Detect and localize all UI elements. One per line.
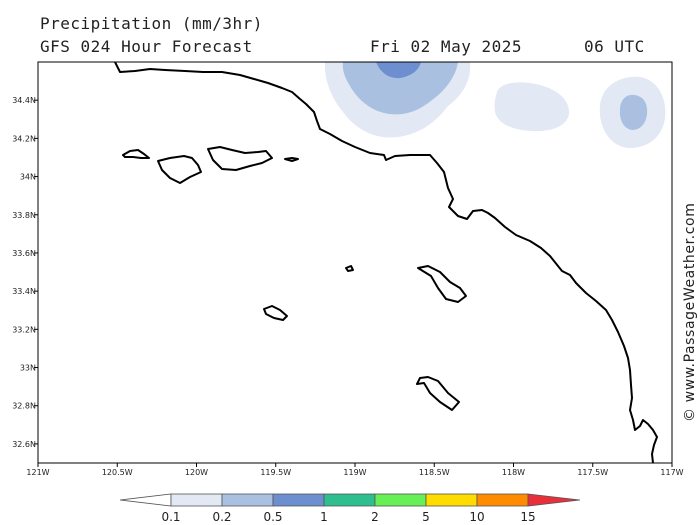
colorbar-label: 5 <box>422 510 430 524</box>
colorbar-label: 15 <box>520 510 535 524</box>
lon-tick-label: 120W <box>185 468 208 477</box>
colorbar-cell <box>425 493 478 507</box>
lon-tick-label: 119W <box>343 468 366 477</box>
lon-tick-label: 119.5W <box>260 468 291 477</box>
lon-tick-label: 117.5W <box>577 468 608 477</box>
lon-tick-label: 121W <box>26 468 49 477</box>
colorbar-label: 1 <box>320 510 328 524</box>
colorbar-label: 10 <box>469 510 484 524</box>
coastline-layer <box>114 62 658 463</box>
lat-tick-label: 34N <box>20 173 36 182</box>
model-label: GFS 024 Hour Forecast <box>40 37 253 56</box>
precip-area-medium-north <box>342 62 458 115</box>
lat-tick-label: 33.2N <box>12 325 36 334</box>
island-santa-cruz <box>207 146 273 171</box>
latitude-axis: 34.4N 34.2N 34N 33.8N 33.6N 33.4N 33.2N 33N 32.8… <box>12 96 38 449</box>
forecast-time: 06 UTC <box>584 37 645 56</box>
lat-tick-label: 33N <box>20 364 36 373</box>
lat-tick-label: 32.6N <box>12 440 36 449</box>
island-santa-catalina <box>417 265 467 303</box>
chart-title: Precipitation (mm/3hr) <box>40 14 263 33</box>
lat-tick-label: 33.4N <box>12 287 36 296</box>
lon-tick-label: 120.5W <box>102 468 133 477</box>
colorbar-cell <box>170 493 223 507</box>
precipitation-layer <box>324 62 666 149</box>
colorbar-cell <box>221 493 274 507</box>
lat-tick-label: 34.2N <box>12 134 36 143</box>
lon-tick-label: 117W <box>660 468 683 477</box>
forecast-date: Fri 02 May 2025 <box>370 37 522 56</box>
colorbar-cell <box>323 493 376 507</box>
colorbar-label: 2 <box>371 510 379 524</box>
colorbar-tip-right <box>527 493 581 507</box>
lat-tick-label: 34.4N <box>12 96 36 105</box>
precip-area-dark-north <box>376 62 421 79</box>
colorbar-label: 0.1 <box>161 510 180 524</box>
island-santa-barbara <box>345 265 354 272</box>
island-san-nicolas <box>263 305 288 321</box>
colorbar-cell <box>272 493 325 507</box>
colorbar-labels: 0.1 0.2 0.5 1 2 5 10 15 <box>161 510 535 524</box>
island-san-clemente <box>416 376 460 411</box>
lat-tick-label: 33.6N <box>12 249 36 258</box>
colorbar-cells <box>170 493 529 507</box>
island-anacapa <box>284 157 299 162</box>
colorbar-cell <box>476 493 529 507</box>
colorbar: 0.1 0.2 0.5 1 2 5 10 15 <box>119 493 581 524</box>
mainland-coastline <box>114 62 658 463</box>
lat-tick-label: 33.8N <box>12 211 36 220</box>
island-san-miguel <box>122 149 150 159</box>
precip-area-medium-far-east <box>619 94 648 130</box>
colorbar-label: 0.2 <box>212 510 231 524</box>
colorbar-cell <box>374 493 427 507</box>
colorbar-tip-left <box>119 493 172 507</box>
colorbar-label: 0.5 <box>263 510 282 524</box>
watermark: © www.PassageWeather.com <box>682 203 698 422</box>
precip-area-light-east <box>494 82 570 132</box>
lon-tick-label: 118W <box>502 468 525 477</box>
lon-tick-label: 118.5W <box>419 468 450 477</box>
lat-tick-label: 32.8N <box>12 402 36 411</box>
longitude-axis: 121W 120.5W 120W 119.5W 119W 118.5W 118W 117.5W… <box>26 463 684 477</box>
island-santa-rosa <box>157 155 202 184</box>
